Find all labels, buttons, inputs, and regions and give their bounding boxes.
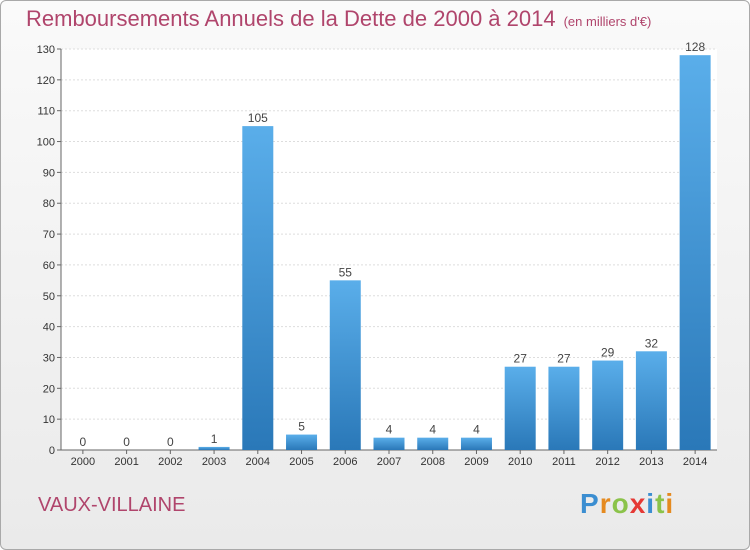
y-tick-label: 10 xyxy=(43,414,55,426)
bar-2010 xyxy=(504,366,536,450)
bar-2006 xyxy=(329,280,361,450)
value-label-2002: 0 xyxy=(167,435,174,449)
x-tick-label: 2004 xyxy=(246,456,270,468)
value-label-2012: 29 xyxy=(601,346,615,360)
proxiti-logo: Proxiti xyxy=(580,488,675,519)
x-tick-label: 2012 xyxy=(595,456,619,468)
x-tick-label: 2000 xyxy=(71,456,95,468)
y-tick-label: 0 xyxy=(49,445,55,457)
bar-2003 xyxy=(198,446,230,450)
x-tick-label: 2010 xyxy=(508,456,532,468)
y-tick-label: 80 xyxy=(43,198,55,210)
bar-2005 xyxy=(286,434,318,450)
x-tick-label: 2003 xyxy=(202,456,226,468)
commune-name: VAUX-VILLAINE xyxy=(38,494,186,516)
x-tick-label: 2008 xyxy=(420,456,444,468)
bar-2011 xyxy=(548,366,580,450)
value-label-2010: 27 xyxy=(514,352,528,366)
bar-2013 xyxy=(635,351,667,450)
value-label-2001: 0 xyxy=(123,435,130,449)
y-tick-label: 30 xyxy=(43,352,55,364)
y-tick-label: 50 xyxy=(43,291,55,303)
y-tick-label: 130 xyxy=(37,44,55,56)
value-label-2009: 4 xyxy=(473,423,480,437)
bar-2007 xyxy=(373,437,405,450)
x-tick-label: 2006 xyxy=(333,456,357,468)
x-tick-label: 2002 xyxy=(158,456,182,468)
chart-title-text: Remboursements Annuels de la Dette de 20… xyxy=(26,6,556,31)
bar-2014 xyxy=(679,55,711,451)
value-label-2000: 0 xyxy=(80,435,87,449)
x-tick-label: 2001 xyxy=(114,456,138,468)
y-tick-label: 100 xyxy=(37,137,55,149)
y-tick-label: 120 xyxy=(37,75,55,87)
bar-2004 xyxy=(242,126,274,450)
y-tick-label: 70 xyxy=(43,229,55,241)
y-tick-label: 20 xyxy=(43,383,55,395)
x-tick-label: 2013 xyxy=(639,456,663,468)
bar-2009 xyxy=(460,437,492,450)
value-label-2005: 5 xyxy=(298,420,305,434)
x-tick-label: 2007 xyxy=(377,456,401,468)
value-label-2007: 4 xyxy=(386,423,393,437)
value-label-2008: 4 xyxy=(429,423,436,437)
value-label-2006: 55 xyxy=(339,265,353,279)
value-label-2004: 105 xyxy=(248,111,268,125)
value-label-2013: 32 xyxy=(645,336,659,350)
value-label-2003: 1 xyxy=(211,432,218,446)
chart-title: Remboursements Annuels de la Dette de 20… xyxy=(26,6,651,32)
x-tick-label: 2009 xyxy=(464,456,488,468)
value-label-2014: 128 xyxy=(685,40,705,54)
x-tick-label: 2011 xyxy=(552,456,576,468)
bar-2012 xyxy=(592,360,624,450)
bar-2008 xyxy=(417,437,449,450)
y-tick-label: 90 xyxy=(43,167,55,179)
y-tick-label: 60 xyxy=(43,260,55,272)
chart-subtitle: (en milliers d'€) xyxy=(563,14,652,29)
y-tick-label: 110 xyxy=(37,106,55,118)
x-tick-label: 2005 xyxy=(289,456,313,468)
x-tick-label: 2014 xyxy=(683,456,707,468)
value-label-2011: 27 xyxy=(557,352,571,366)
y-tick-label: 40 xyxy=(43,322,55,334)
